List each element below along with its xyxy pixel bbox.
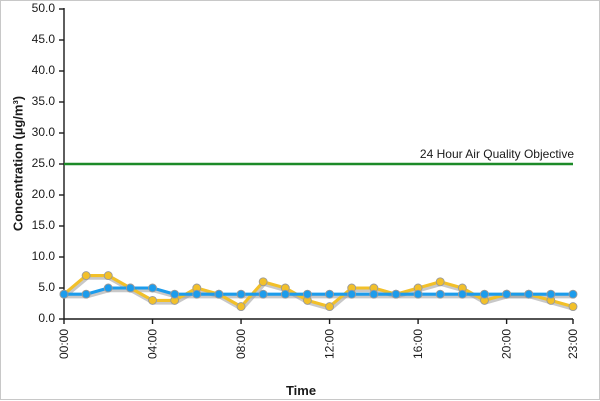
data-point-marker [125,283,135,293]
data-point-marker [148,283,157,293]
y-tick-label: 40.0 [32,63,56,77]
data-point-marker [214,289,224,299]
y-tick-label: 15.0 [32,218,56,232]
data-point-marker [280,289,290,299]
data-point-marker [103,271,113,281]
x-tick-label: 12:00 [323,329,337,359]
y-tick-label: 45.0 [32,32,56,46]
data-point-marker [236,302,246,312]
data-point-marker [391,289,401,299]
x-tick-label: 23:00 [566,329,580,359]
y-tick-label: 20.0 [32,187,56,201]
data-point-marker [347,289,357,299]
y-tick-label: 30.0 [32,125,56,139]
y-tick-label: 5.0 [38,280,55,294]
data-point-marker [325,302,335,312]
threshold-label: 24 Hour Air Quality Objective [420,147,574,161]
data-point-marker [502,289,512,299]
data-point-marker [457,289,467,299]
data-point-marker [81,271,91,281]
data-point-marker [59,289,69,299]
data-point-marker [148,295,157,305]
data-point-marker [236,289,246,299]
data-point-marker [170,289,180,299]
data-point-marker [435,277,445,287]
x-tick-label: 08:00 [234,329,248,359]
data-point-marker [258,289,268,299]
data-point-marker [369,289,379,299]
x-tick-label: 04:00 [146,329,160,359]
x-axis-title: Time [285,383,317,398]
data-point-marker [325,289,335,299]
series-yellow-group [59,271,578,312]
data-point-marker [302,289,312,299]
data-point-marker [192,289,202,299]
x-tick-label: 00:00 [57,329,71,359]
x-tick-label: 16:00 [411,329,425,359]
data-point-marker [435,289,445,299]
data-point-marker [546,289,556,299]
data-point-marker [103,283,113,293]
data-point-marker [258,277,268,287]
data-point-marker [81,289,91,299]
y-tick-label: 10.0 [32,249,56,263]
data-point-marker [413,289,423,299]
y-tick-label: 50.0 [32,1,56,15]
data-point-marker [480,289,489,299]
data-point-marker [568,289,578,299]
y-tick-label: 0.0 [38,311,55,325]
series-blue-group [59,283,578,299]
y-tick-label: 35.0 [32,94,56,108]
data-point-marker [568,302,578,312]
y-tick-label: 25.0 [32,156,56,170]
data-point-marker [524,289,534,299]
x-tick-label: 20:00 [500,329,514,359]
